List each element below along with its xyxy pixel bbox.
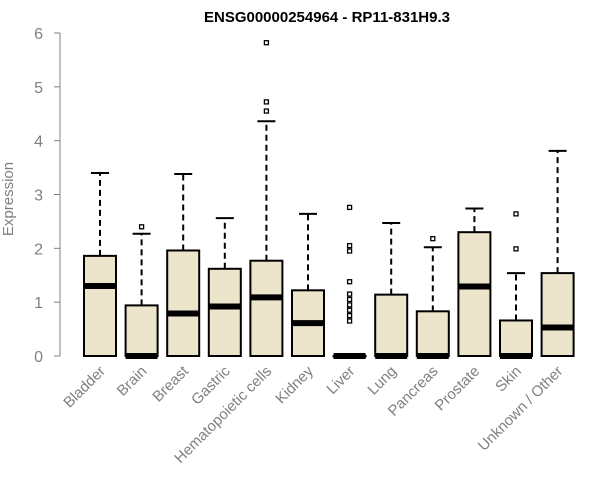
x-tick-label: Skin [492,363,525,396]
outlier-point [430,235,436,242]
outlier-point [346,248,353,254]
box-group-bladder [83,171,117,357]
box-group-breast [166,173,201,357]
box-group-gastric [207,217,242,358]
x-tick-label: Brain [114,363,151,400]
box [499,319,533,357]
box [374,293,409,358]
outlier-point [263,40,270,46]
chart-title: ENSG00000254964 - RP11-831H9.3 [204,9,450,26]
outlier-point [138,224,145,230]
y-axis: 0 1 2 3 4 5 6 [34,26,61,366]
x-tick-label: Bladder [60,363,109,412]
x-tick-label: Breast [149,362,192,405]
y-tick-label: 5 [34,80,43,97]
y-tick-label: 1 [34,295,43,312]
plot-area [83,40,575,359]
y-tick-label: 4 [34,134,43,151]
y-axis-label: Expression [0,162,17,236]
outlier-point [346,312,353,319]
outlier-point [346,204,353,211]
box-group-prostate [457,207,492,357]
box [124,304,159,357]
outlier-point [346,296,353,303]
outlier-point [263,108,270,114]
box-group-hematopoietic-cells [249,40,284,357]
y-tick-label: 0 [34,349,43,366]
outlier-point [263,99,270,105]
box-group-kidney [291,212,325,357]
box-group-brain [124,224,159,359]
box [415,310,450,357]
x-tick-label: Lung [364,363,400,399]
box-group-unknown-other [540,149,575,358]
x-tick-label: Prostate [432,363,484,415]
box [249,259,284,357]
x-tick-label: Kidney [272,362,317,407]
box [83,254,117,357]
outlier-point [346,318,353,324]
box [540,272,575,358]
y-tick-label: 3 [34,188,43,205]
outlier-point [346,302,353,308]
box [166,249,201,357]
box-group-pancreas [415,235,450,359]
y-tick-label: 2 [34,241,43,258]
outlier-point [346,279,353,285]
y-tick-label: 6 [34,26,43,43]
box [207,267,242,358]
box-group-liver [332,204,367,359]
box-group-lung [374,222,409,359]
x-tick-label: Liver [323,363,358,398]
box-group-skin [499,211,533,359]
box [457,231,492,357]
outlier-point [346,291,353,297]
outlier-point [513,246,519,252]
outlier-point [346,307,353,313]
outlier-point [513,211,519,217]
outlier-point [346,242,353,249]
